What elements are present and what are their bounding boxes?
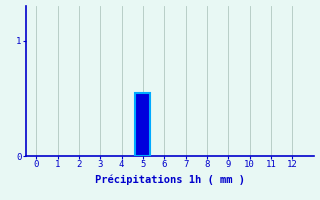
X-axis label: Précipitations 1h ( mm ): Précipitations 1h ( mm ) [95, 175, 244, 185]
Bar [135, 93, 150, 156]
